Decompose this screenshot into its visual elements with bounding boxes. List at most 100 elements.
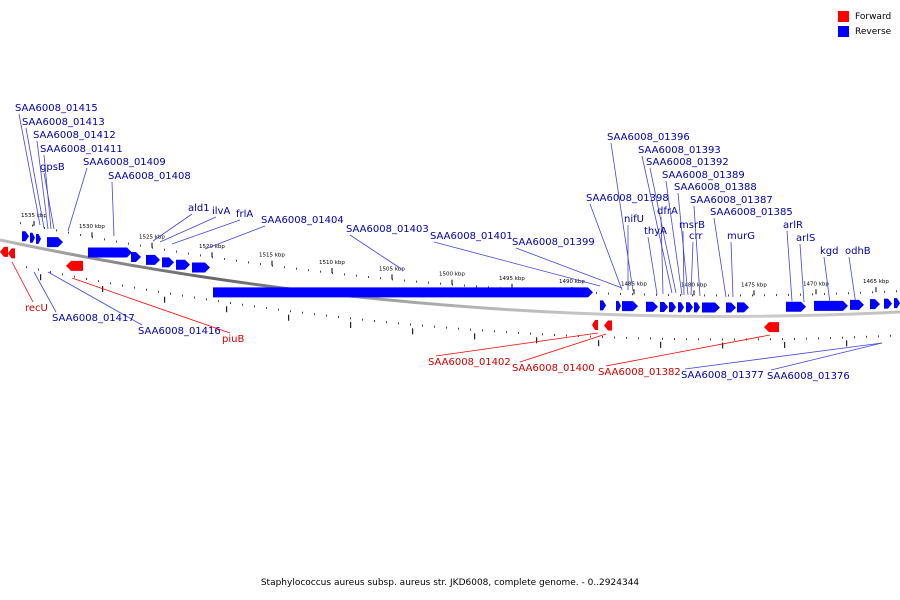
reverse-feature [686,302,693,313]
leader-line [71,277,231,334]
minor-tick [104,238,105,241]
scale-tick-label: 1505 kbp [379,266,405,272]
legend-forward-label: Forward [855,11,892,22]
reverse-feature [88,247,132,258]
reverse-gene-label: SAA6008_01399 [512,237,595,248]
minor-tick [782,338,783,341]
minor-tick [308,269,309,272]
forward-feature [66,260,83,271]
minor-tick [134,286,135,289]
reverse-feature [600,300,606,311]
minor-tick [608,292,609,295]
reverse-feature [176,259,190,270]
minor-tick [314,313,315,316]
scale-tick-label: 1475 kbp [741,282,767,288]
reverse-feature [47,237,63,248]
minor-tick [872,291,873,294]
minor-tick [602,336,603,339]
minor-tick [170,292,171,295]
leader-line [693,205,701,297]
leader-line [43,172,55,230]
reverse-gene-label: ilvA [212,206,230,217]
leader-line [647,236,658,295]
minor-tick [398,322,399,325]
minor-tick [878,335,879,338]
minor-tick [806,337,807,340]
reverse-gene-label: SAA6008_01387 [690,195,773,206]
major-tick [412,328,414,335]
reverse-gene-label: ald1 [188,203,210,214]
minor-tick [212,256,213,259]
reverse-feature [646,301,658,312]
minor-tick [296,267,297,270]
major-tick [474,333,476,340]
forward-gene-label: SAA6008_01402 [428,357,511,368]
major-tick [40,274,42,281]
minor-tick [554,333,555,336]
leader-line [11,261,34,303]
scale-tick-label: 1520 kbp [199,244,225,250]
minor-tick [866,335,867,338]
reverse-gene-label: thyA [644,226,667,237]
minor-tick [362,318,363,321]
minor-tick [542,333,543,336]
minor-tick [158,290,159,293]
legend-reverse: Reverse [838,24,891,39]
major-tick [350,322,352,329]
minor-tick [56,229,57,232]
genome-backbone [0,238,900,318]
minor-tick [278,308,279,311]
major-tick [660,341,662,348]
minor-tick [632,293,633,296]
minor-tick [440,282,441,285]
scale-tick-label: 1535 kbp [21,213,47,219]
forward-feature [604,320,612,331]
reverse-feature [30,232,35,243]
minor-tick [686,338,687,341]
major-tick [846,340,848,347]
minor-tick [680,294,681,297]
scale-ticks: 1535 kbp 1530 kbp 1525 kbp 1520 kbp 1515 kbp… [21,213,889,296]
forward-feature [764,322,779,333]
minor-tick [326,314,327,317]
minor-tick [704,294,705,297]
minor-tick [752,294,753,297]
reverse-feature [694,302,700,313]
leader-line [67,167,88,232]
reverse-feature [131,252,141,263]
scale-tick-label: 1495 kbp [499,276,525,282]
forward-feature [592,320,598,331]
minor-tick [260,263,261,266]
minor-tick [410,323,411,326]
minor-tick [44,227,45,230]
minor-tick [266,307,267,310]
minor-tick [446,326,447,329]
minor-tick [374,319,375,322]
leader-line [159,216,217,243]
minor-tick [854,336,855,339]
minor-tick [194,296,195,299]
leader-line [770,342,883,371]
minor-tick [776,294,777,297]
leader-line [152,213,193,242]
reverse-gene-label: nifU [624,214,644,225]
minor-tick [164,248,165,251]
leader-line [684,342,883,370]
minor-tick [818,337,819,340]
minor-tick [26,266,27,269]
minor-tick [470,328,471,331]
minor-tick [368,275,369,278]
minor-tick [434,325,435,328]
reverse-gene-label: SAA6008_01389 [662,170,745,181]
reverse-gene-label: kgd [820,246,839,257]
reverse-feature [622,301,638,312]
reverse-gene-label: frlA [236,209,253,220]
minor-tick [386,321,387,324]
minor-tick [254,305,255,308]
minor-tick [890,334,891,337]
reverse-gene-label: SAA6008_01409 [83,157,166,168]
leader-line [47,271,143,326]
reverse-gene-label: SAA6008_01401 [430,231,513,242]
leader-line [171,219,241,245]
reverse-gene-label: SAA6008_01385 [710,207,793,218]
